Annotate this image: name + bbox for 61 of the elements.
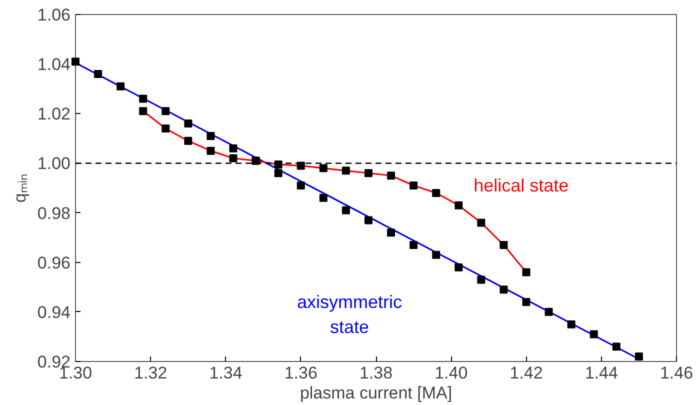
series-label: helical state [474, 176, 569, 196]
point [477, 276, 486, 284]
x-tick-label: 1.46 [660, 364, 694, 382]
point [432, 250, 440, 259]
point [139, 94, 148, 103]
y-tick-label: 0.98 [37, 204, 71, 223]
point [342, 206, 350, 214]
point [544, 308, 553, 316]
point [184, 120, 192, 128]
point [477, 218, 486, 227]
point [432, 188, 440, 197]
point [296, 182, 305, 190]
x-axis-title: plasma current [MA] [300, 384, 452, 402]
x-tick-label: 1.38 [359, 364, 393, 382]
point [274, 160, 282, 168]
x-tick-label: 1.42 [510, 364, 543, 382]
point [319, 194, 328, 202]
point [387, 228, 396, 237]
y-tick-label: 0.96 [37, 253, 71, 272]
point [229, 144, 238, 152]
point [500, 241, 508, 250]
point [500, 286, 508, 294]
point [342, 166, 350, 175]
point [229, 154, 238, 162]
text: axisymmetric state [296, 292, 402, 337]
point [319, 164, 328, 172]
x-tick-label: 1.44 [584, 364, 618, 382]
point [522, 268, 530, 276]
point [454, 263, 463, 272]
y-axis-title: qₘᵢₙ [10, 173, 30, 203]
point [567, 320, 576, 328]
x-tick-label: 1.36 [284, 364, 318, 382]
x-tick-label: 1.34 [209, 364, 242, 382]
point [296, 162, 305, 170]
point [274, 169, 282, 178]
point [206, 146, 215, 155]
point [206, 132, 215, 140]
y-tick-label: 1.04 [37, 55, 71, 74]
y-tick-label: 1.00 [37, 154, 71, 174]
point [94, 70, 102, 78]
point [72, 58, 80, 66]
x-tick-label: 1.40 [434, 364, 468, 382]
point [184, 136, 192, 145]
point [410, 241, 418, 250]
point [410, 182, 418, 190]
y-tick-label: 1.06 [37, 6, 71, 24]
point [522, 298, 530, 306]
x-tick-label: 1.32 [134, 364, 168, 382]
y-tick-label: 0.94 [37, 302, 71, 322]
point [634, 352, 643, 361]
point [162, 124, 170, 133]
point [590, 330, 598, 338]
point [364, 216, 372, 224]
point [116, 82, 125, 90]
point [139, 107, 148, 116]
y-tick-label: 1.02 [37, 104, 71, 124]
point [364, 169, 372, 178]
point [454, 201, 463, 210]
point [612, 342, 620, 351]
point [162, 107, 170, 116]
point [387, 172, 396, 180]
